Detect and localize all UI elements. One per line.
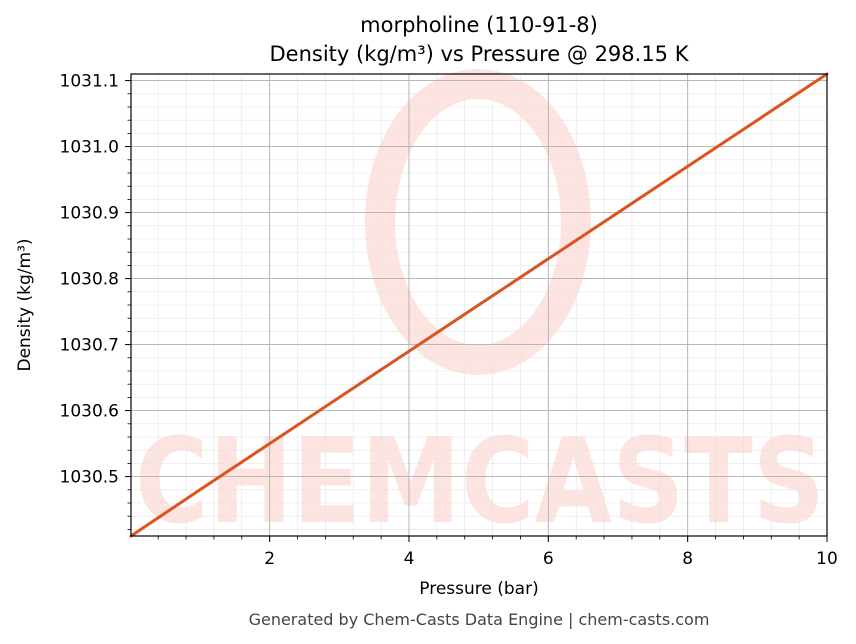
y-axis-label: Density (kg/m³) [15,238,35,371]
y-tick-label: 1030.5 [60,468,119,488]
watermark-logo: CHEMCASTS [135,69,825,550]
y-tick-label: 1030.7 [60,336,119,356]
y-tick-label: 1030.9 [60,204,119,224]
watermark-text: CHEMCASTS [135,412,825,550]
y-axis-ticks: 1030.5 1030.6 1030.7 1030.8 1030.9 1031.0 1031… [60,72,131,530]
x-tick-label: 4 [404,549,415,569]
footer-credit: Generated by Chem-Casts Data Engine | ch… [249,610,710,629]
x-axis-ticks: 2 4 6 8 10 [157,536,838,569]
x-tick-label: 10 [816,549,838,569]
x-axis-label: Pressure (bar) [419,579,538,599]
series-line [129,72,829,538]
y-tick-label: 1030.8 [60,270,119,290]
y-tick-label: 1030.6 [60,402,119,422]
chart-subtitle: Density (kg/m³) vs Pressure @ 298.15 K [269,42,689,66]
chart-title: morpholine (110-91-8) [360,13,598,37]
y-tick-label: 1031.0 [60,138,119,158]
x-tick-label: 6 [543,549,554,569]
y-tick-label: 1031.1 [60,72,119,92]
series-layer [129,72,829,538]
x-tick-label: 2 [264,549,275,569]
x-tick-label: 8 [682,549,693,569]
